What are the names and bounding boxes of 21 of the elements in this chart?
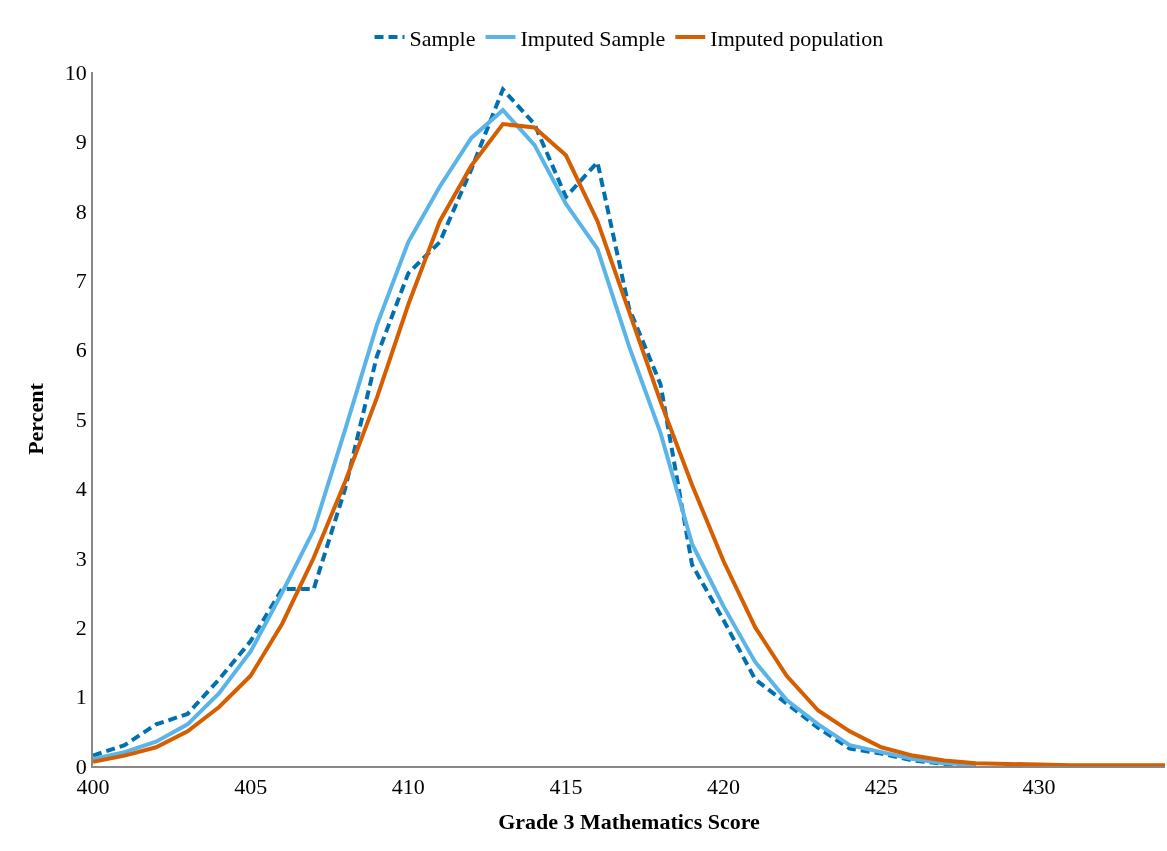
y-tick-label: 7 — [75, 267, 87, 293]
y-tick-label: 5 — [75, 406, 87, 432]
x-tick-label: 430 — [1022, 774, 1056, 800]
x-tick-label: 420 — [707, 774, 741, 800]
legend-label: Imputed population — [710, 25, 884, 51]
y-axis-title: Percent — [23, 382, 49, 455]
x-tick-label: 425 — [864, 774, 898, 800]
x-tick-label: 405 — [234, 774, 268, 800]
x-axis-title: Grade 3 Mathematics Score — [498, 808, 761, 834]
legend-label: Imputed Sample — [520, 25, 666, 51]
x-tick-label: 415 — [549, 774, 583, 800]
y-tick-label: 4 — [75, 476, 87, 502]
y-tick-label: 3 — [75, 545, 87, 571]
y-tick-label: 8 — [75, 198, 87, 224]
y-tick-label: 9 — [75, 129, 87, 155]
legend-label: Sample — [409, 25, 476, 51]
y-tick-label: 10 — [64, 59, 87, 85]
y-tick-label: 2 — [75, 614, 87, 640]
y-tick-label: 6 — [75, 337, 87, 363]
y-tick-label: 1 — [75, 684, 87, 710]
x-tick-label: 410 — [391, 774, 425, 800]
